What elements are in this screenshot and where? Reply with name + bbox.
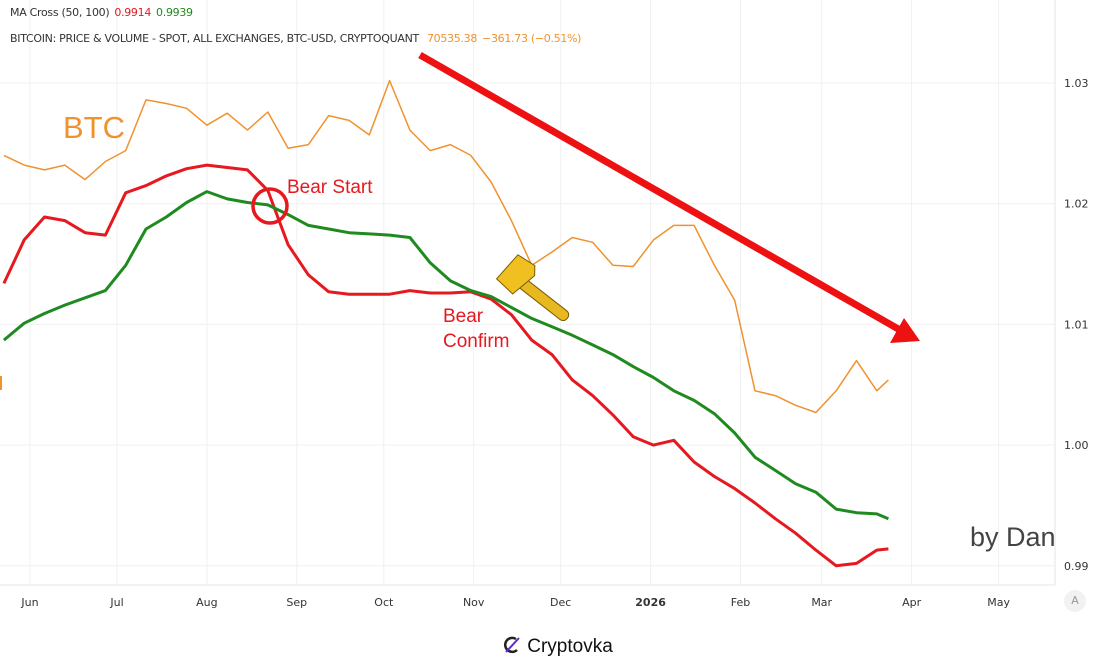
price-axis[interactable]: 1.03 1.02 1.01 1.00 0.99 bbox=[1064, 77, 1089, 573]
x-tick-label: Feb bbox=[731, 596, 750, 609]
symbol-label: BITCOIN: PRICE & VOLUME - SPOT, ALL EXCH… bbox=[10, 32, 419, 45]
y-tick-label: 1.03 bbox=[1064, 77, 1089, 90]
x-tick-label: Nov bbox=[463, 596, 485, 609]
time-axis[interactable]: Jun Jul Aug Sep Oct Nov Dec 2026 Feb Mar Apr May bbox=[20, 596, 1010, 609]
grid bbox=[0, 0, 1055, 585]
btc-left-marker bbox=[0, 376, 2, 390]
y-tick-label: 1.00 bbox=[1064, 439, 1089, 452]
bear-start-label: Bear Start bbox=[287, 177, 373, 198]
down-trend-arrow bbox=[418, 51, 920, 343]
author-label: by Dan bbox=[970, 522, 1056, 552]
x-tick-label: Jul bbox=[109, 596, 123, 609]
y-tick-label: 0.99 bbox=[1064, 560, 1089, 573]
x-tick-label: Dec bbox=[550, 596, 571, 609]
bear-confirm-line2: Confirm bbox=[443, 331, 510, 352]
footer-brand: Cryptovka bbox=[527, 636, 613, 657]
series-layer bbox=[2, 79, 889, 568]
indicator-label: MA Cross (50, 100) bbox=[10, 6, 110, 19]
footer: Cryptovka bbox=[0, 636, 1116, 658]
btc-label: BTC bbox=[63, 110, 125, 145]
auto-scale-button[interactable]: A bbox=[1064, 590, 1086, 612]
ma_fast-line bbox=[2, 163, 889, 568]
symbol-legend[interactable]: BITCOIN: PRICE & VOLUME - SPOT, ALL EXCH… bbox=[10, 32, 586, 45]
ma_slow-line bbox=[2, 190, 889, 521]
ma-slow-value: 0.9939 bbox=[156, 6, 193, 19]
x-tick-label: Aug bbox=[196, 596, 217, 609]
price-change: −361.73 (−0.51%) bbox=[482, 32, 582, 45]
x-tick-label: May bbox=[987, 596, 1010, 609]
y-tick-label: 1.02 bbox=[1064, 198, 1089, 211]
x-tick-label: Oct bbox=[374, 596, 394, 609]
indicator-legend[interactable]: MA Cross (50, 100) 0.9914 0.9939 bbox=[10, 6, 198, 19]
x-tick-label: Sep bbox=[286, 596, 307, 609]
ma-fast-value: 0.9914 bbox=[114, 6, 152, 19]
hammer-icon bbox=[495, 254, 570, 322]
x-tick-label: Jun bbox=[20, 596, 38, 609]
x-tick-label: Apr bbox=[902, 596, 922, 609]
price-value: 70535.38 bbox=[426, 32, 478, 45]
bear-confirm-line1: Bear bbox=[443, 306, 484, 327]
cryptovka-logo-icon bbox=[503, 636, 521, 654]
x-tick-label: 2026 bbox=[635, 596, 666, 609]
bear-start-circle bbox=[251, 187, 289, 225]
chart[interactable]: 1.03 1.02 1.01 1.00 0.99 Jun Jul Aug Sep Oct Nov D… bbox=[0, 0, 1116, 625]
bear-confirm-label: Bear Confirm bbox=[443, 304, 510, 354]
y-tick-label: 1.01 bbox=[1064, 318, 1089, 331]
x-tick-label: Mar bbox=[811, 596, 832, 609]
